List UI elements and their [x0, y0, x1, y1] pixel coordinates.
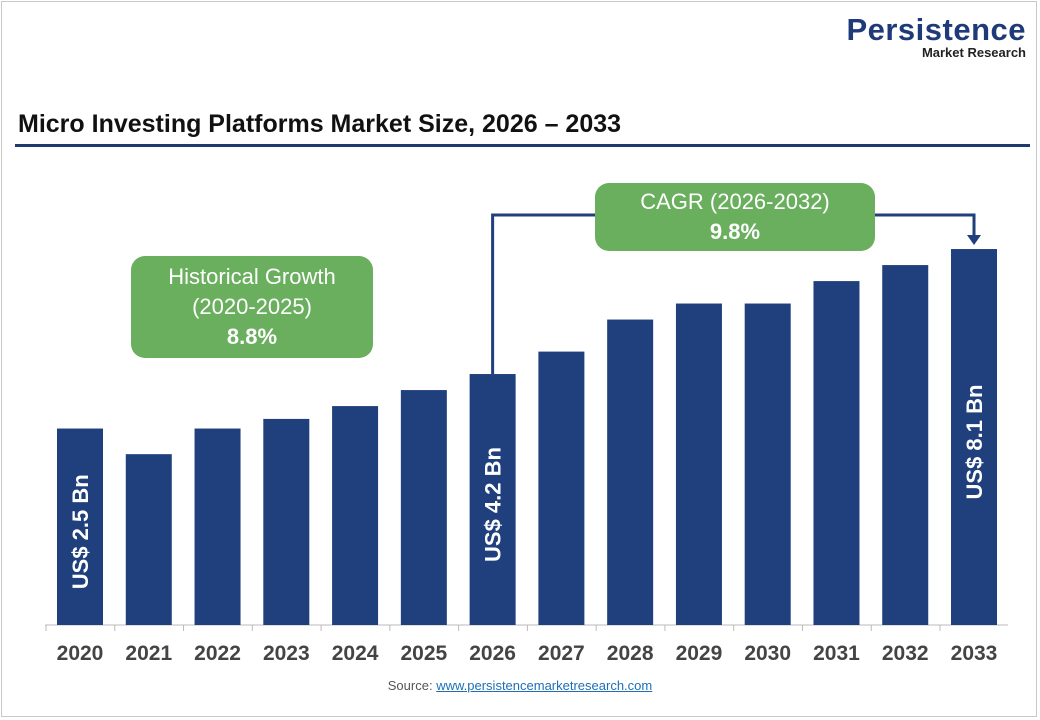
- x-tick-label-2028: 2028: [607, 642, 654, 665]
- source-label: Source:: [387, 678, 433, 693]
- x-tick-label-2024: 2024: [332, 642, 379, 665]
- bar-2020: [57, 428, 103, 625]
- x-tick-label-2022: 2022: [194, 642, 241, 665]
- historical-value: 8.8%: [226, 324, 278, 349]
- bar-2029: [675, 303, 722, 625]
- x-tick-label-2025: 2025: [400, 642, 447, 665]
- x-tick-label-2020: 2020: [57, 642, 104, 665]
- x-tick-label-2029: 2029: [676, 642, 723, 665]
- brand-logo: Persistence Market Research: [846, 14, 1026, 60]
- logo-sub: Market Research: [921, 45, 1026, 60]
- cagr-label: CAGR (2026-2032): [640, 189, 830, 214]
- data-label-2026: US$ 4.2 Bn: [481, 447, 506, 562]
- data-label-2020: US$ 2.5 Bn: [68, 474, 93, 589]
- x-tick-label-2032: 2032: [882, 642, 929, 665]
- bar-2024: [332, 406, 379, 625]
- title-underline: [15, 144, 1030, 147]
- bar-2022: [194, 428, 241, 625]
- bar-2027: [538, 351, 585, 625]
- bar-2031: [813, 281, 860, 625]
- source-note: Source: www.persistencemarketresearch.co…: [0, 678, 1040, 693]
- historical-growth-box: Historical Growth (2020-2025) 8.8%: [131, 256, 373, 358]
- bar-2030: [744, 303, 791, 625]
- x-tick-label-2027: 2027: [538, 642, 585, 665]
- data-label-2033: US$ 8.1 Bn: [962, 385, 987, 500]
- bar-2021: [125, 454, 172, 625]
- chart-title: Micro Investing Platforms Market Size, 2…: [18, 110, 622, 138]
- x-tick-label-2031: 2031: [813, 642, 860, 665]
- bar-2028: [607, 319, 654, 625]
- logo-name: Persistence: [846, 12, 1026, 47]
- x-tick-label-2023: 2023: [263, 642, 310, 665]
- historical-period: (2020-2025): [192, 294, 312, 319]
- x-tick-label-2030: 2030: [744, 642, 791, 665]
- source-link[interactable]: www.persistencemarketresearch.com: [436, 678, 653, 693]
- cagr-value: 9.8%: [709, 219, 761, 244]
- bar-2033: [951, 249, 998, 626]
- bar-2025: [400, 390, 447, 625]
- historical-label: Historical Growth: [168, 264, 336, 289]
- bar-2023: [263, 418, 310, 625]
- arrow-head-icon: [967, 235, 982, 246]
- x-tick-label-2033: 2033: [951, 642, 998, 665]
- bar-2026: [469, 374, 516, 625]
- x-tick-label-2026: 2026: [469, 642, 516, 665]
- cagr-box: CAGR (2026-2032) 9.8%: [595, 183, 875, 251]
- x-tick-label-2021: 2021: [125, 642, 172, 665]
- bar-2032: [882, 265, 929, 625]
